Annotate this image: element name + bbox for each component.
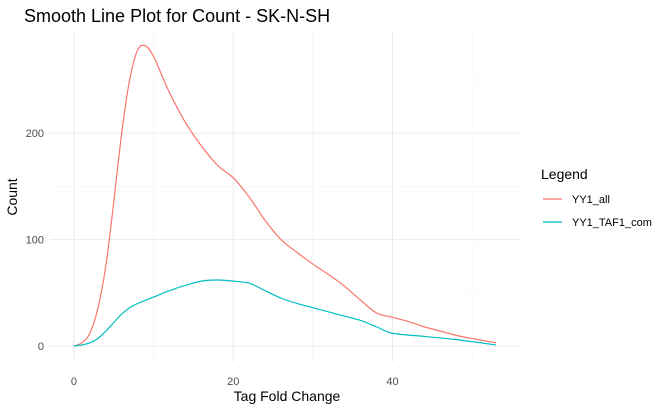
x-tick-label: 20 xyxy=(227,376,239,388)
x-tick-label: 40 xyxy=(386,376,398,388)
legend-title: Legend xyxy=(541,166,588,182)
y-tick-labels: 0 100 200 xyxy=(26,128,44,353)
legend-label: YY1_all xyxy=(572,194,610,206)
chart-title: Smooth Line Plot for Count - SK-N-SH xyxy=(24,6,330,26)
y-tick-label: 0 xyxy=(38,341,44,353)
legend-label: YY1_TAF1_com xyxy=(572,217,652,229)
x-axis-title: Tag Fold Change xyxy=(234,388,341,404)
y-tick-label: 100 xyxy=(26,235,44,247)
grid xyxy=(50,32,520,362)
x-tick-labels: 0 20 40 xyxy=(71,376,399,388)
series-line-yy1-all xyxy=(73,44,497,347)
y-axis-title: Count xyxy=(4,178,20,215)
series-layer xyxy=(73,44,497,347)
y-tick-label: 200 xyxy=(26,128,44,140)
legend: Legend YY1_all YY1_TAF1_com xyxy=(541,166,652,229)
series-line-yy1-taf1-com xyxy=(73,279,497,347)
x-tick-label: 0 xyxy=(71,376,77,388)
legend-items: YY1_all YY1_TAF1_com xyxy=(543,194,652,229)
